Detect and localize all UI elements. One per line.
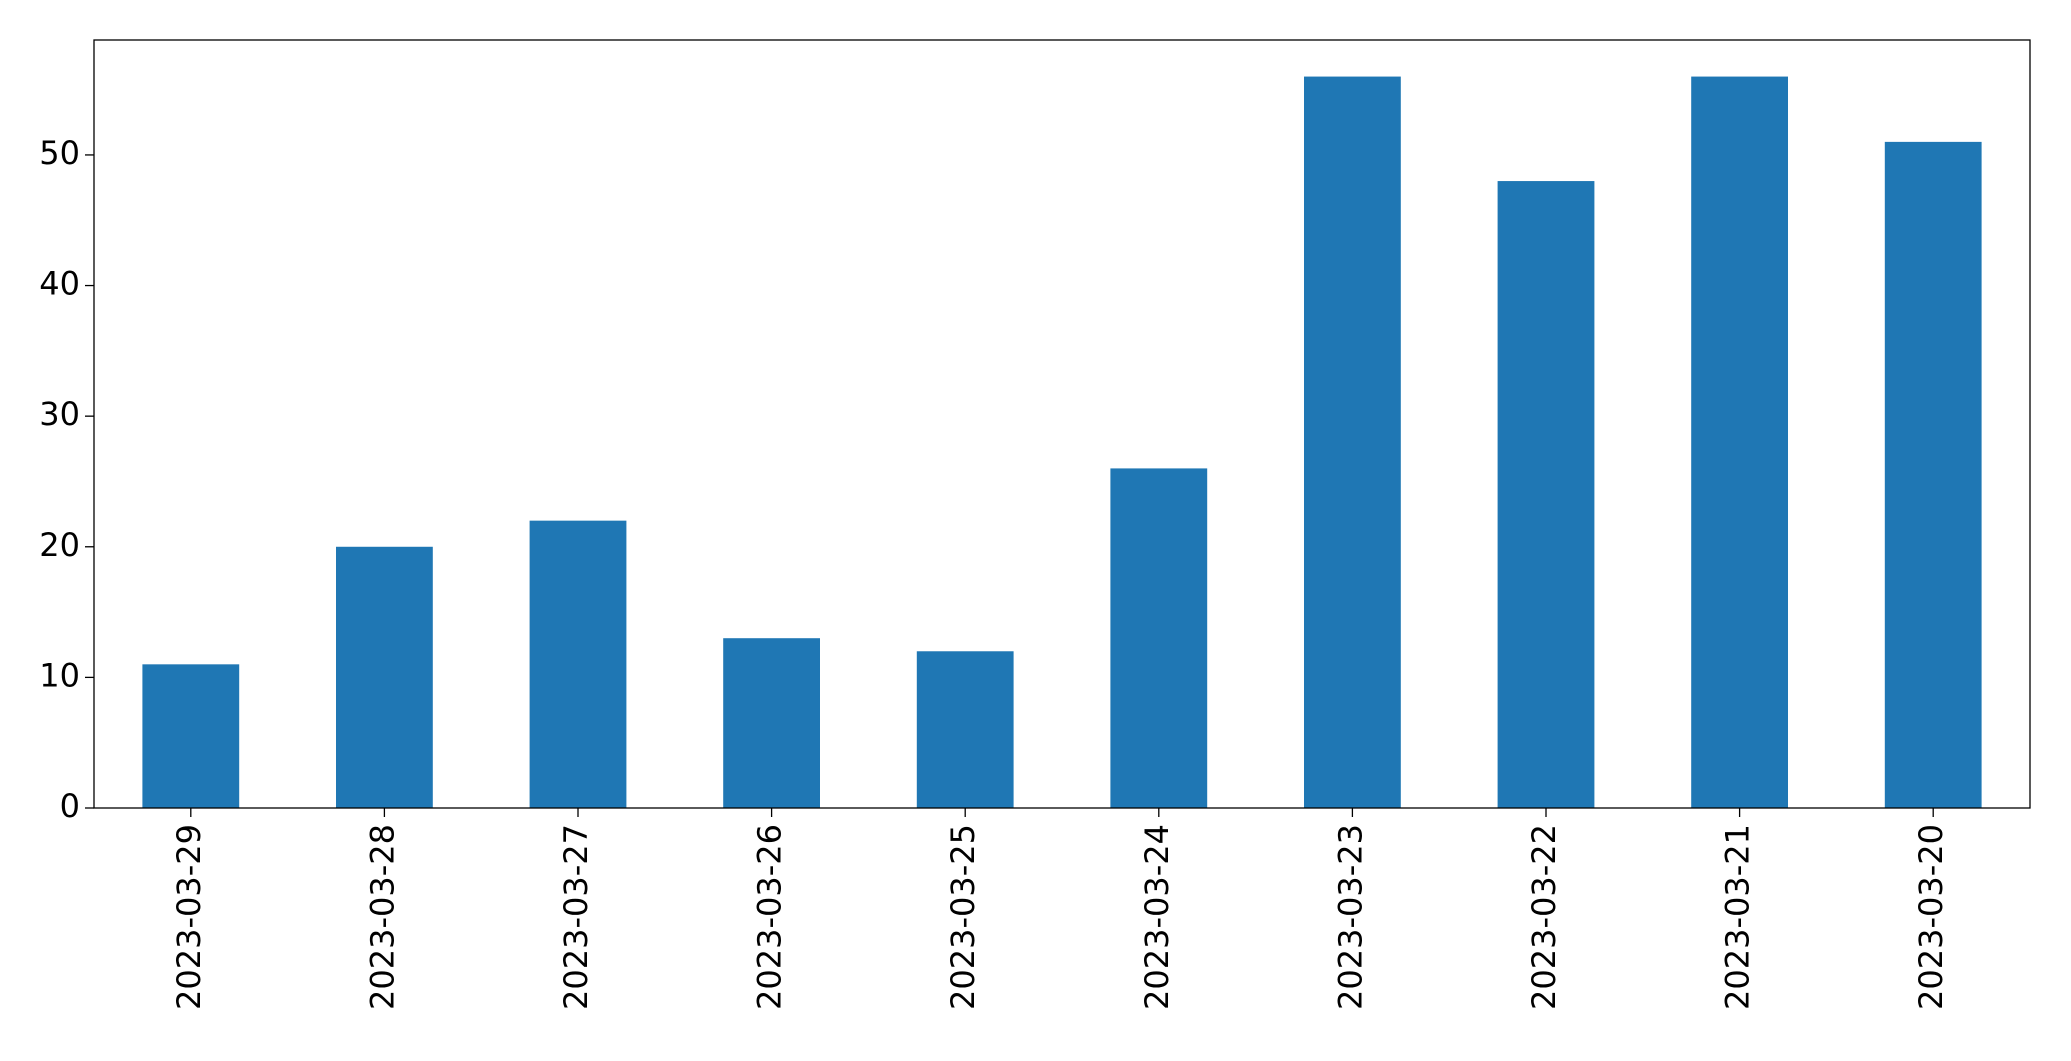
x-tick-label: 2023-03-24 [1138,824,1176,1010]
x-tick-label: 2023-03-21 [1719,824,1757,1010]
y-tick-label: 0 [60,787,80,825]
x-tick-label: 2023-03-26 [751,824,789,1010]
y-tick-label: 40 [39,265,80,303]
x-tick-label: 2023-03-22 [1525,824,1563,1010]
x-tick-label: 2023-03-28 [363,824,401,1010]
x-tick-label: 2023-03-20 [1912,824,1950,1010]
bar [1304,76,1401,809]
bar [1110,468,1208,808]
x-tick-label: 2023-03-27 [557,824,595,1010]
y-tick-label: 10 [39,656,80,694]
bar [142,664,240,808]
bar [916,651,1014,808]
x-tick-label: 2023-03-23 [1331,824,1369,1010]
bar [1497,181,1595,808]
bar [1691,76,1788,809]
plot-frame [93,39,2031,809]
bar [723,638,820,808]
bar [1884,141,1982,808]
y-tick-label: 30 [39,395,80,433]
x-tick-label: 2023-03-29 [170,824,208,1010]
bar [336,546,433,808]
bar [529,520,627,808]
y-tick-label: 50 [39,134,80,172]
x-tick-label: 2023-03-25 [944,824,982,1010]
y-tick-label: 20 [39,526,80,564]
